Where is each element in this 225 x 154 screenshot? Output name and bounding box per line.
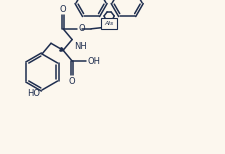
Text: NH: NH: [74, 42, 87, 51]
Text: O: O: [78, 24, 85, 33]
Text: HO: HO: [27, 89, 40, 97]
Text: Als: Als: [104, 21, 114, 26]
Text: OH: OH: [87, 57, 100, 65]
FancyBboxPatch shape: [101, 18, 117, 29]
Text: O: O: [60, 5, 66, 14]
Text: O: O: [69, 77, 75, 86]
